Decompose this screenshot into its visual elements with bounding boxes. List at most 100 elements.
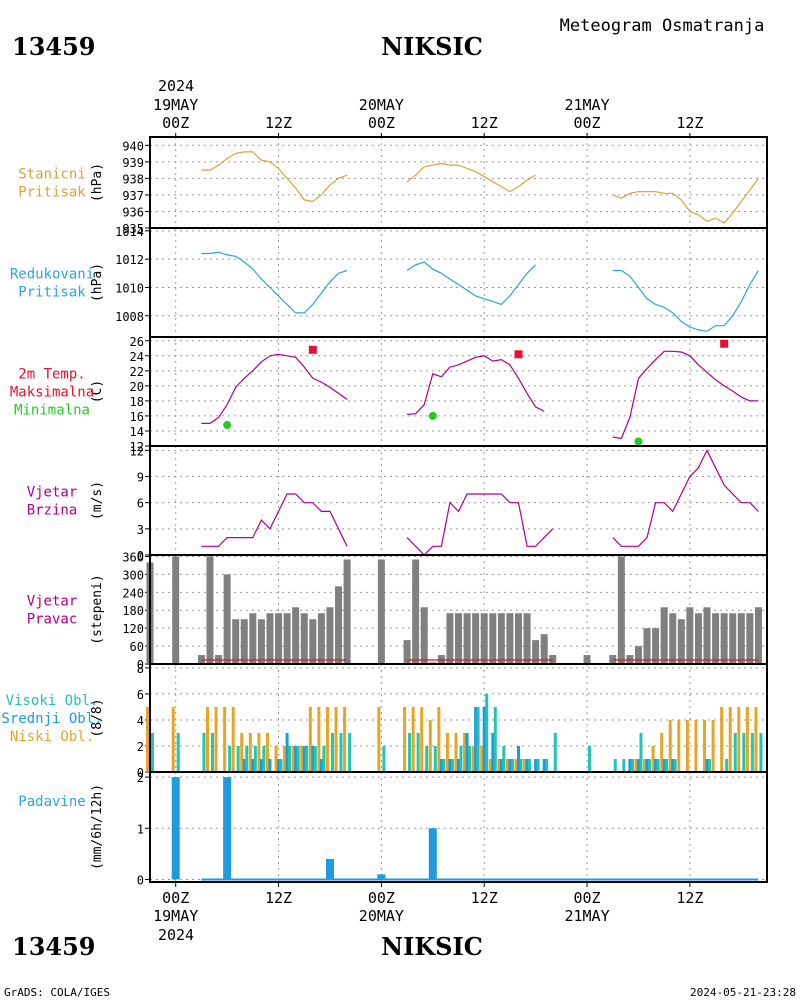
- wind-direction-bar: [514, 613, 522, 664]
- low-cloud-bar: [523, 758, 527, 772]
- max-temp-marker: [514, 350, 523, 359]
- low-cloud-bar: [248, 732, 252, 772]
- low-cloud-bar: [685, 719, 689, 772]
- low-cloud-bar: [377, 706, 381, 772]
- high-cloud-bar: [210, 732, 214, 772]
- wind-direction-bar: [223, 574, 231, 664]
- mid-cloud-bar: [448, 758, 452, 772]
- y-axis-unit: (m/s): [90, 481, 105, 520]
- low-cloud-bar: [403, 706, 407, 772]
- low-cloud-bar: [694, 719, 698, 772]
- y-tick-label: 1012: [115, 253, 144, 267]
- mid-cloud-bar: [645, 758, 649, 772]
- wind-direction-bar: [317, 613, 325, 664]
- high-cloud-bar: [288, 745, 292, 772]
- panel-frame: [149, 445, 768, 556]
- precipitation-bar: [377, 874, 386, 880]
- low-cloud-bar: [454, 732, 458, 772]
- high-cloud-bar: [476, 706, 480, 772]
- high-cloud-bar: [613, 758, 617, 772]
- mid-cloud-bar: [302, 745, 306, 772]
- mid-cloud-bar: [268, 758, 272, 772]
- panel-frame: [149, 771, 768, 883]
- y-tick-label: 0: [137, 658, 144, 672]
- y-tick-label: 937: [122, 189, 144, 203]
- min-temp-marker: [428, 411, 437, 420]
- panel-label: Pravac: [27, 612, 78, 628]
- panel-label: Stanicni: [18, 167, 85, 183]
- wind-direction-bar: [326, 607, 334, 664]
- low-cloud-bar: [660, 732, 664, 772]
- high-cloud-bar: [708, 758, 712, 772]
- high-cloud-bar: [330, 732, 334, 772]
- y-tick-label: 0: [137, 549, 144, 563]
- wind-direction-bar: [480, 613, 488, 664]
- max-temp-marker: [720, 339, 729, 348]
- precipitation-bar: [171, 777, 180, 880]
- wind-direction-bar: [455, 613, 462, 664]
- mid-cloud-bar: [482, 706, 486, 772]
- low-cloud-bar: [634, 758, 638, 772]
- y-axis-unit: (mm/6h/12h): [90, 784, 105, 870]
- wind-direction-bar: [343, 559, 351, 664]
- high-cloud-bar: [279, 758, 283, 772]
- y-tick-label: 6: [137, 497, 144, 511]
- low-cloud-bar: [514, 758, 518, 772]
- wind-direction-bar: [532, 640, 540, 664]
- temperature-line: [201, 353, 348, 424]
- low-cloud-bar: [274, 745, 278, 772]
- wind-speed-line: [406, 493, 554, 556]
- high-cloud-bar: [485, 693, 489, 772]
- y-tick-label: 1: [137, 822, 144, 836]
- y-tick-label: 60: [130, 640, 144, 654]
- mid-cloud-bar: [542, 758, 546, 772]
- low-cloud-bar: [334, 706, 338, 772]
- meteogram-panels: 935936937938939940(hPa)StanicniPritisak1…: [1, 136, 768, 887]
- panel-label: Vjetar: [27, 485, 78, 501]
- y-tick-label: 1008: [115, 310, 144, 324]
- wind-direction-bar: [540, 634, 548, 664]
- wind-direction-bar: [249, 613, 257, 664]
- low-cloud-bar: [300, 745, 304, 772]
- wind-direction-bar: [275, 613, 283, 664]
- y-axis-unit: (8/8): [90, 698, 105, 737]
- y-axis-unit: (C): [90, 380, 105, 403]
- station-pressure-line: [201, 151, 348, 203]
- low-cloud-bar: [240, 732, 244, 772]
- high-cloud-bar: [382, 745, 386, 772]
- low-cloud-bar: [291, 745, 295, 772]
- panel-precipitation: 0 1 2 (mm/6h/12h) Padavine: [18, 771, 768, 887]
- high-cloud-bar: [519, 758, 523, 772]
- y-tick-label: 4: [137, 714, 144, 728]
- panel-label: Pritisak: [18, 185, 86, 201]
- top-year-label: 2024: [158, 77, 194, 95]
- high-cloud-bar: [408, 732, 412, 772]
- mid-cloud-bar: [285, 732, 289, 772]
- station-pressure-line: [406, 162, 536, 193]
- high-cloud-bar: [502, 745, 506, 772]
- top-day-label: 19MAY: [153, 96, 198, 114]
- high-cloud-bar: [459, 745, 463, 772]
- low-cloud-bar: [463, 732, 467, 772]
- y-tick-label: 0: [137, 766, 144, 780]
- y-tick-label: 935: [122, 222, 144, 236]
- wind-speed-line: [201, 493, 348, 547]
- bottom-hour-label: 12Z: [471, 889, 498, 907]
- wind-direction-bar: [266, 613, 274, 664]
- high-cloud-bar: [528, 758, 532, 772]
- wind-direction-bar: [703, 607, 711, 664]
- y-tick-label: 24: [130, 350, 144, 364]
- wind-direction-bar: [232, 619, 240, 664]
- wind-direction-bar: [720, 613, 728, 664]
- top-time-axis: 00Z 12Z 00Z 12Z 00Z 12Z 19MAY 20MAY 21MAY: [153, 96, 703, 137]
- high-cloud-bar: [468, 745, 472, 772]
- wind-direction-bar: [694, 613, 702, 664]
- high-cloud-bar: [553, 732, 557, 772]
- panel-frame: [149, 136, 768, 229]
- low-cloud-bar: [754, 706, 758, 772]
- y-tick-label: 180: [122, 604, 144, 618]
- low-cloud-bar: [480, 745, 484, 772]
- wind-direction-bar: [754, 607, 762, 664]
- y-tick-label: 938: [122, 172, 144, 186]
